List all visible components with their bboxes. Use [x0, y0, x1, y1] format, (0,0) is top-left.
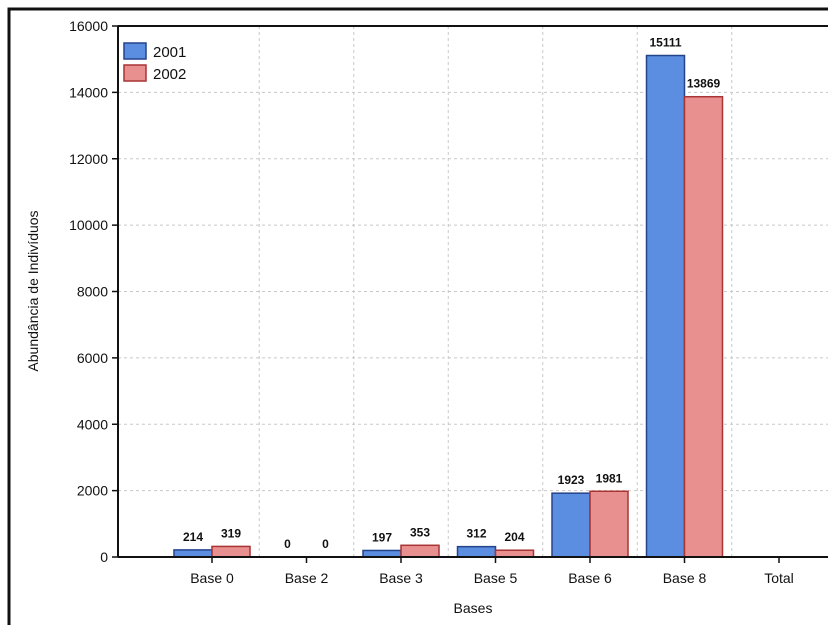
- y-tick-label: 16000: [69, 18, 108, 34]
- data-labels: 214 0 197 312 1923 15111 319 0 353 204 1981 13869: [183, 36, 721, 551]
- data-label: 353: [410, 525, 430, 539]
- x-tick-label: Total: [764, 570, 794, 586]
- y-tick-label: 4000: [77, 416, 108, 432]
- x-tick-label: Base 8: [663, 570, 707, 586]
- legend-label-2001: 2001: [153, 44, 186, 61]
- data-label: 214: [183, 530, 203, 544]
- y-tick-label: 8000: [77, 284, 108, 300]
- bar-2001-base-6: [551, 492, 591, 558]
- outer-frame: [7, 7, 828, 630]
- bar-2002-base-6: [589, 490, 629, 558]
- x-tick-label: Base 2: [285, 570, 329, 586]
- bar-2002-base-5: [494, 549, 535, 558]
- x-axis-title: Bases: [454, 600, 493, 616]
- y-tick-label: 12000: [69, 151, 108, 167]
- x-tick-label: Base 6: [568, 570, 612, 586]
- data-label: 197: [372, 530, 392, 544]
- bar-2002-base-3: [400, 544, 440, 558]
- y-tick-label: 2000: [77, 483, 108, 499]
- bar-2002-base-0: [211, 545, 251, 558]
- legend: 2001 2002: [123, 42, 186, 83]
- data-label: 204: [504, 530, 524, 544]
- data-label: 312: [466, 527, 486, 541]
- bar-2001-base-0: [173, 549, 213, 558]
- data-label: 15111: [649, 36, 681, 50]
- data-label: 13869: [687, 77, 721, 91]
- legend-swatch-2001: [123, 42, 147, 60]
- bar-2002-base-8: [683, 95, 724, 558]
- y-tick-label: 0: [100, 549, 108, 565]
- grid-lines: [118, 26, 828, 557]
- y-tick-label: 6000: [77, 350, 108, 366]
- bar-2001-base-8: [645, 54, 686, 558]
- data-label: 1923: [558, 473, 585, 487]
- bars: [173, 54, 724, 558]
- legend-swatch-2002: [123, 64, 147, 82]
- x-tick-label: Base 3: [379, 570, 423, 586]
- data-label: 0: [284, 537, 291, 551]
- x-tick-label: Base 0: [190, 570, 234, 586]
- bar-2001-base-5: [456, 545, 497, 558]
- tick-labels: 0 2000 4000 6000 8000 10000 12000 14000 16000 Bas…: [69, 18, 794, 586]
- y-axis-title: Abundância de Indivíduos: [25, 210, 41, 371]
- x-tick-label: Base 5: [474, 570, 518, 586]
- legend-label-2002: 2002: [153, 66, 186, 83]
- data-label: 319: [221, 526, 241, 540]
- y-tick-label: 10000: [69, 217, 108, 233]
- data-label: 0: [322, 537, 329, 551]
- y-tick-label: 14000: [69, 84, 108, 100]
- data-label: 1981: [596, 471, 623, 485]
